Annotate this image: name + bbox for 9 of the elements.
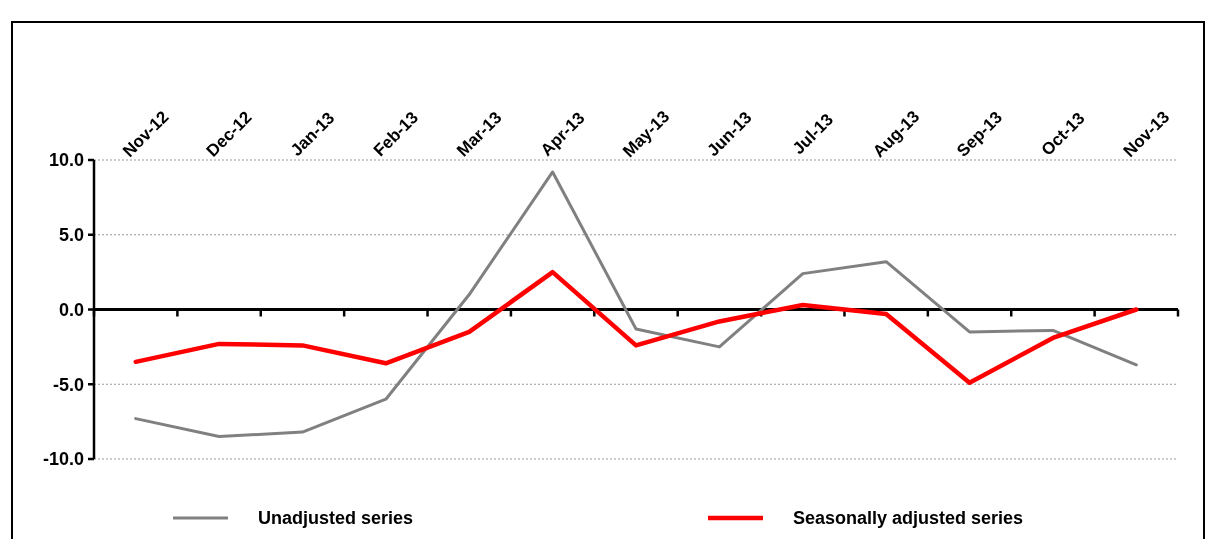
y-tick-label: -10.0	[42, 449, 84, 470]
y-tick-label: 10.0	[48, 150, 84, 171]
y-tick-label: -5.0	[52, 374, 84, 395]
legend-label: Seasonally adjusted series	[793, 508, 1024, 529]
line-series	[134, 170, 1138, 439]
y-tick-label: 5.0	[58, 225, 84, 246]
legend-label: Unadjusted series	[258, 508, 414, 529]
y-tick-label: 0.0	[58, 299, 84, 320]
line-series	[133, 269, 1139, 386]
